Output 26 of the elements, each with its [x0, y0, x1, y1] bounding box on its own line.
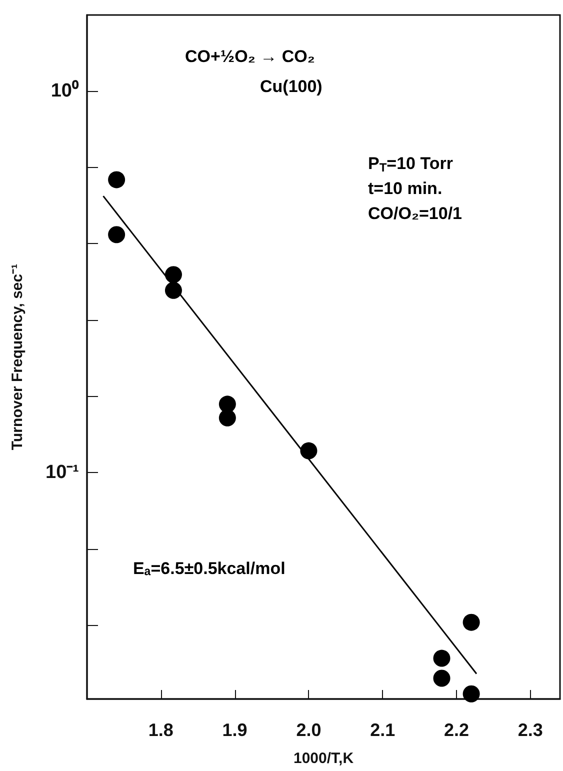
point — [433, 650, 450, 667]
annotation: Eₐ=6.5±0.5kcal/mol — [133, 559, 286, 578]
point — [462, 685, 480, 702]
point — [164, 266, 182, 284]
x-tick-label: 1.8 — [148, 720, 174, 740]
annotation: CO+½O₂ → CO₂ — [185, 47, 315, 66]
annotation: t=10 min. — [368, 179, 442, 198]
x-tick-label: 2.2 — [444, 720, 470, 740]
y-tick-label: 10⁻¹ — [46, 462, 79, 483]
x-tick-label: 2.3 — [518, 720, 543, 740]
x-tick-label: 2.0 — [296, 720, 322, 740]
y-tick-label: 10⁰ — [50, 79, 79, 102]
point — [300, 442, 318, 460]
point — [108, 171, 126, 188]
y-axis-title: Turnover Frequency, sec⁻¹ — [9, 264, 26, 450]
point — [218, 396, 236, 413]
annotation: Cu(100) — [260, 77, 322, 96]
point — [433, 670, 450, 687]
x-tick-label: 2.1 — [370, 720, 396, 740]
point — [108, 226, 126, 244]
point — [462, 614, 480, 631]
annotation: CO/O₂=10/1 — [368, 204, 462, 223]
x-tick-label: 1.9 — [222, 720, 248, 740]
point — [218, 409, 236, 426]
x-axis-title: 1000/T,K — [293, 750, 354, 767]
point — [164, 282, 182, 299]
